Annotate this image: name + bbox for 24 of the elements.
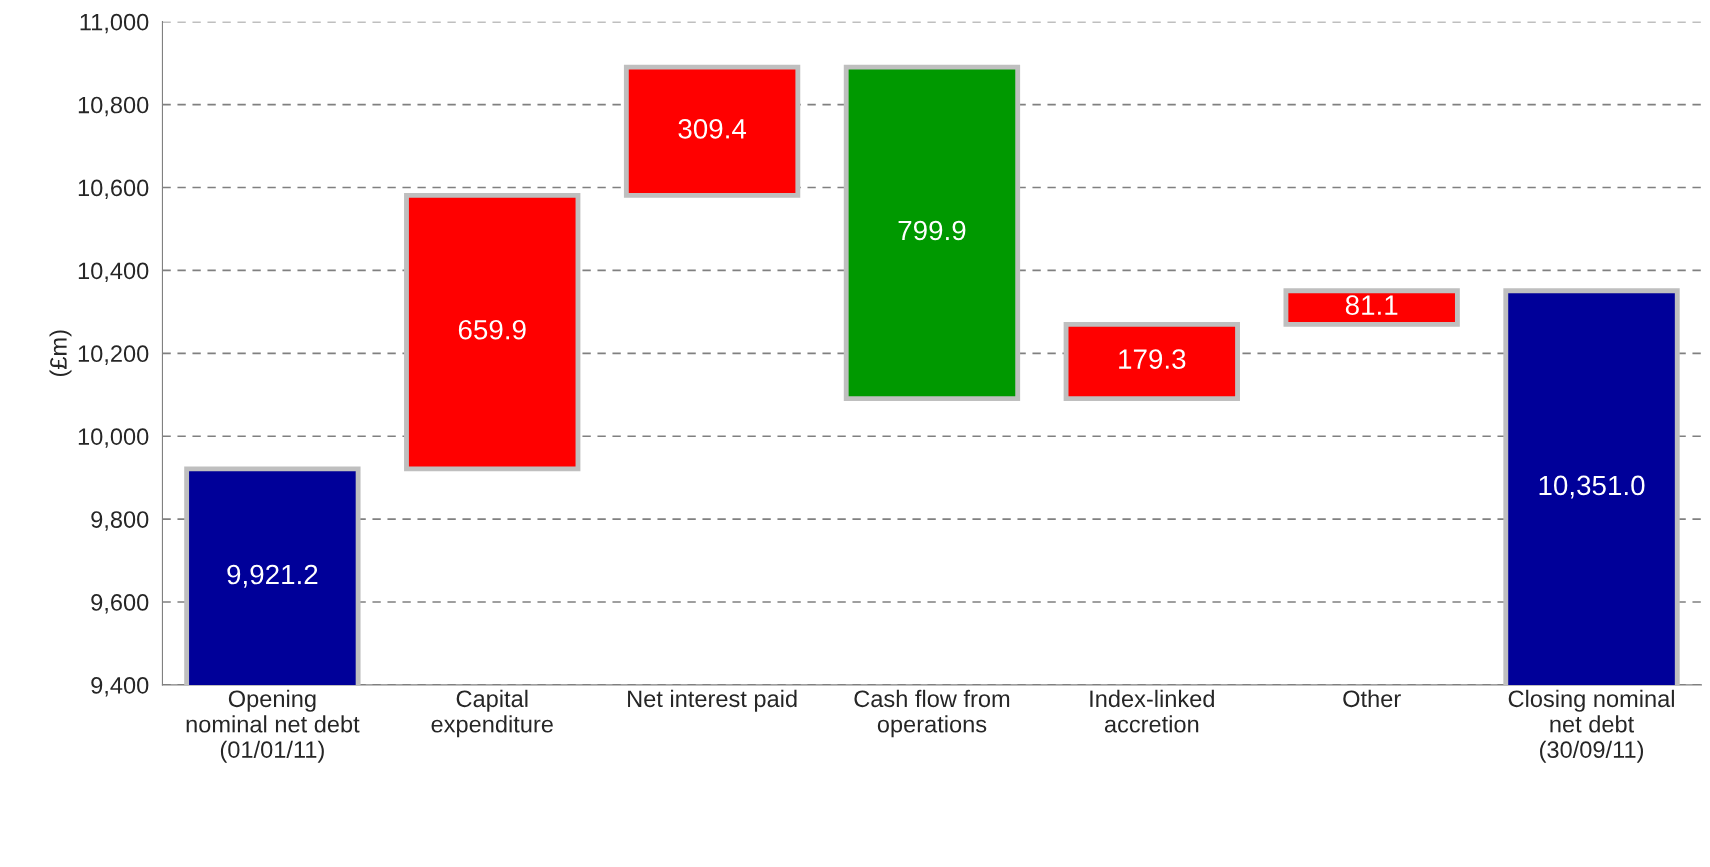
- y-tick-label: 10,600: [78, 179, 149, 200]
- data-label: 10,351.0: [1539, 475, 1645, 499]
- data-label: 81.1: [1345, 295, 1398, 315]
- y-tick-label: 9,800: [91, 511, 149, 531]
- y-tick-label: 10,200: [78, 345, 149, 365]
- y-tick-label: 10,000: [78, 428, 149, 448]
- data-label: 659.9: [458, 319, 526, 340]
- y-tick-label: 9,600: [91, 594, 149, 614]
- x-tick-label: Closing nominal net debt (30/09/11): [1508, 689, 1674, 763]
- data-label: 179.3: [1119, 349, 1186, 369]
- x-tick-label: Cash flow from operations: [854, 689, 1010, 738]
- data-label: 309.4: [678, 118, 747, 139]
- x-tick-label: Index-linked accretion: [1090, 689, 1214, 733]
- x-tick-label: Other: [1343, 689, 1401, 708]
- x-tick-label: Net interest paid: [628, 689, 797, 712]
- y-tick-label: 10,400: [78, 262, 149, 282]
- x-tick-label: Opening nominal net debt (01/01/11): [186, 689, 360, 763]
- y-axis-title: (£m): [49, 330, 72, 377]
- data-label: 799.9: [898, 220, 966, 241]
- x-tick-label: Capital expenditure: [431, 689, 553, 738]
- y-tick-label: 11,000: [80, 13, 149, 34]
- y-tick-label: 9,400: [91, 677, 149, 697]
- data-label: 9,921.2: [227, 564, 318, 588]
- y-tick-label: 10,800: [78, 96, 149, 117]
